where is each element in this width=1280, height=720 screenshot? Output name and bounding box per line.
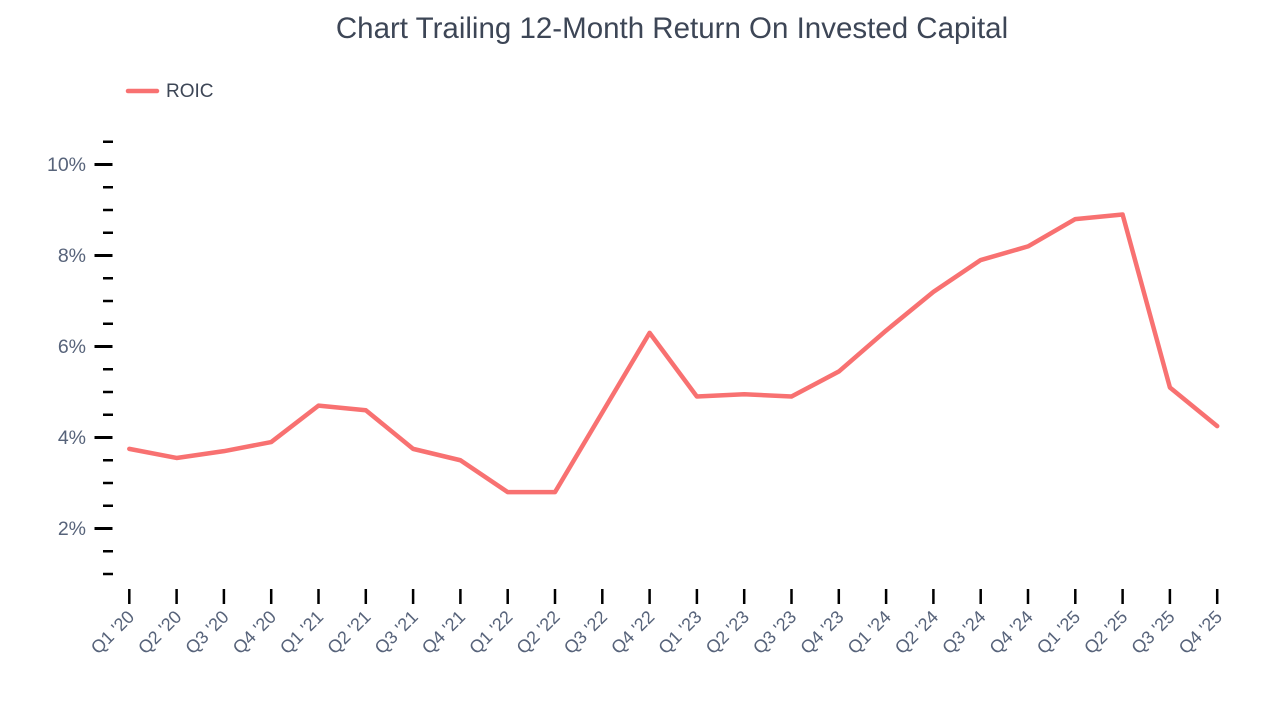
roic-series-line bbox=[127, 212, 1220, 495]
chart-title: Chart Trailing 12-Month Return On Invest… bbox=[336, 12, 1008, 45]
x-tick-label: Q2 '21 bbox=[323, 607, 374, 658]
x-tick-label: Q4 '22 bbox=[607, 607, 658, 658]
x-tick-label: Q3 '22 bbox=[560, 607, 611, 658]
x-tick-label: Q2 '23 bbox=[702, 607, 753, 658]
x-tick-label: Q2 '25 bbox=[1080, 607, 1131, 658]
y-tick-label: 6% bbox=[58, 336, 86, 358]
x-tick-label: Q3 '25 bbox=[1127, 607, 1178, 658]
y-tick-label: 4% bbox=[58, 427, 86, 449]
y-tick-label: 2% bbox=[58, 518, 86, 540]
legend-label: ROIC bbox=[166, 81, 214, 102]
legend-item-roic[interactable]: ROIC bbox=[125, 81, 214, 102]
x-tick-label: Q2 '20 bbox=[134, 607, 185, 658]
x-tick-label: Q3 '21 bbox=[371, 607, 422, 658]
x-tick-label: Q4 '20 bbox=[229, 607, 280, 658]
y-tick-label: 10% bbox=[47, 154, 86, 176]
y-axis: 2% 4% 6% 8% 10% bbox=[47, 140, 113, 576]
x-tick-label: Q1 '25 bbox=[1033, 607, 1084, 658]
x-tick-label: Q1 '20 bbox=[87, 607, 138, 658]
x-tick-label: Q1 '22 bbox=[465, 607, 516, 658]
x-tick-label: Q4 '25 bbox=[1175, 607, 1226, 658]
x-tick-label: Q4 '23 bbox=[796, 607, 847, 658]
x-tick-label: Q2 '22 bbox=[513, 607, 564, 658]
x-tick-label: Q1 '24 bbox=[844, 607, 895, 658]
x-tick-label: Q2 '24 bbox=[891, 607, 942, 658]
legend: ROIC bbox=[125, 81, 214, 102]
x-tick-label: Q3 '23 bbox=[749, 607, 800, 658]
x-tick-label: Q3 '24 bbox=[938, 607, 989, 658]
x-tick-label: Q3 '20 bbox=[181, 607, 232, 658]
x-tick-label: Q4 '21 bbox=[418, 607, 469, 658]
x-tick-label: Q4 '24 bbox=[986, 607, 1037, 658]
x-tick-label: Q1 '21 bbox=[276, 607, 327, 658]
x-tick-label: Q1 '23 bbox=[654, 607, 705, 658]
y-tick-label: 8% bbox=[58, 245, 86, 267]
